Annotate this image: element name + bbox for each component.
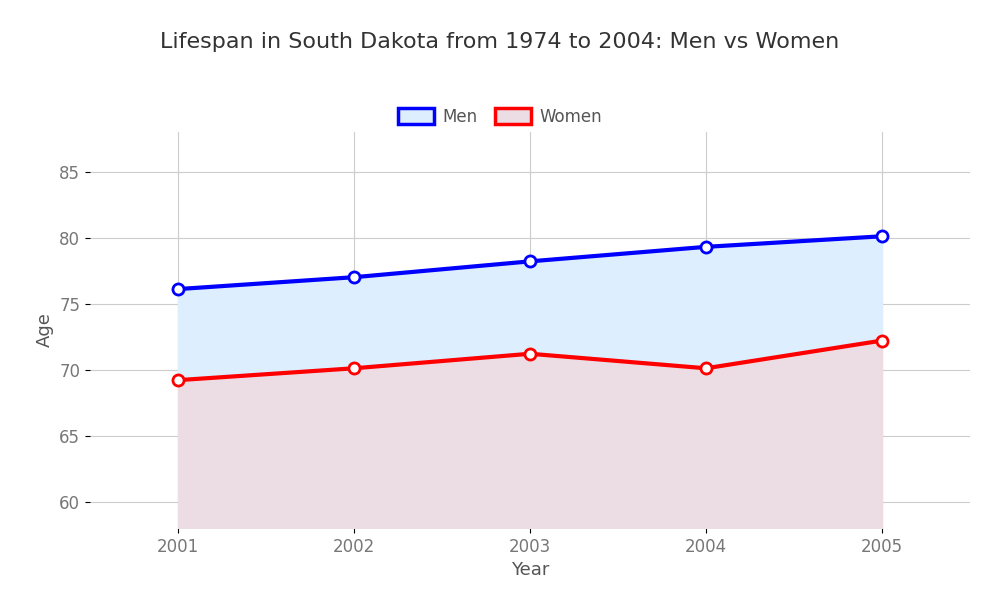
Legend: Men, Women: Men, Women <box>391 101 609 133</box>
Y-axis label: Age: Age <box>36 313 54 347</box>
Text: Lifespan in South Dakota from 1974 to 2004: Men vs Women: Lifespan in South Dakota from 1974 to 20… <box>160 32 840 52</box>
X-axis label: Year: Year <box>511 561 549 579</box>
